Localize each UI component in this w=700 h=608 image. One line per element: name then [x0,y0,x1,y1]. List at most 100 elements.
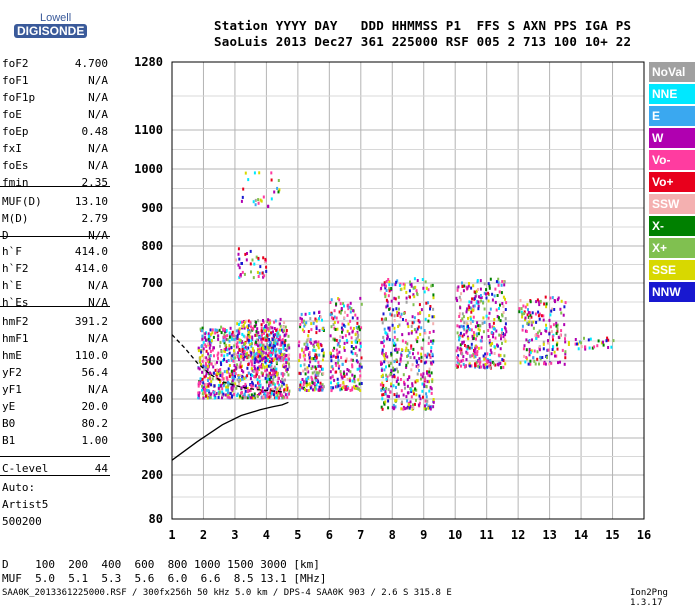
echo-point [264,257,267,261]
echo-point [384,392,387,396]
x-tick-label: 5 [294,528,302,542]
echo-point [360,326,363,330]
echo-point [494,300,497,304]
echo-point [259,354,262,358]
echo-point [318,329,321,333]
echo-point [269,341,272,345]
echo-point [537,300,540,304]
echo-point [234,365,237,369]
echo-point [273,327,276,330]
echo-point [272,346,275,350]
echo-point [276,342,279,346]
echo-point [471,354,474,358]
echo-point [264,356,267,360]
echo-point [233,377,236,381]
echo-point [483,320,486,324]
echo-point [303,324,306,328]
echo-point [230,358,233,362]
echo-point [333,315,336,319]
echo-point [387,388,390,392]
echo-point [359,296,362,300]
echo-point [271,368,274,372]
echo-point [338,364,341,368]
echo-point [253,262,256,266]
echo-point [201,392,204,396]
echo-point [533,349,536,353]
echo-point [335,355,338,359]
param-name: foEp [2,125,29,138]
echo-point [492,335,494,339]
echo-point [257,198,260,202]
echo-point [433,315,436,319]
echo-point [556,341,559,345]
echo-point [531,338,533,342]
echo-point [425,355,428,359]
echo-point [470,364,473,368]
echo-point [488,325,491,329]
echo-point [423,383,426,387]
echo-point [354,333,357,337]
echo-point [359,374,362,378]
echo-point [241,375,244,378]
echo-point [411,330,413,333]
echo-point [342,372,345,376]
echo-point [528,339,531,342]
echo-point [385,365,387,369]
echo-point [230,386,233,390]
echo-point [384,295,387,299]
echo-point [236,392,239,396]
echo-point [267,327,269,331]
echo-point [217,351,220,355]
header-line-2: SaoLuis 2013 Dec27 361 225000 RSF 005 2 … [214,34,632,49]
echo-point [394,405,397,409]
echo-point [478,362,481,366]
echo-point [229,391,232,395]
echo-point [518,307,521,311]
echo-point [563,305,566,309]
echo-point [204,336,207,340]
echo-point [432,405,435,409]
y-tick-label: 80 [148,512,163,526]
echo-point [254,374,257,378]
echo-point [405,318,407,322]
echo-point [286,356,289,359]
echo-point [283,340,286,344]
echo-point [464,344,466,347]
echo-point [266,391,269,395]
echo-point [255,370,258,374]
echo-point [308,340,311,344]
echo-point [280,349,282,353]
echo-point [474,347,477,351]
echo-point [429,407,432,411]
param-row: h`Es N/A [2,294,108,311]
param-row: fmin 2.35 [2,174,108,191]
echo-point [527,308,529,312]
echo-point [429,307,431,311]
echo-point [415,289,418,293]
echo-point [429,305,432,308]
echo-point [236,341,239,345]
echo-point [264,393,267,397]
param-value: N/A [88,229,108,242]
echo-point [260,326,263,330]
echo-point [265,338,268,342]
echo-point [461,285,464,288]
echo-point [418,303,421,307]
echo-point [302,350,305,354]
echo-point [226,338,229,342]
echo-point [486,365,489,369]
echo-point [501,328,503,332]
echo-point [430,339,432,343]
echo-point [577,347,580,351]
echo-point [265,359,268,362]
echo-point [404,349,407,353]
echo-point [228,351,231,355]
echo-point [393,360,396,364]
echo-point [349,370,352,374]
echo-point [197,366,200,370]
param-value: N/A [88,383,108,396]
echo-point [276,339,279,343]
echo-point [383,283,386,287]
echo-point [341,322,344,326]
echo-point [257,319,259,323]
